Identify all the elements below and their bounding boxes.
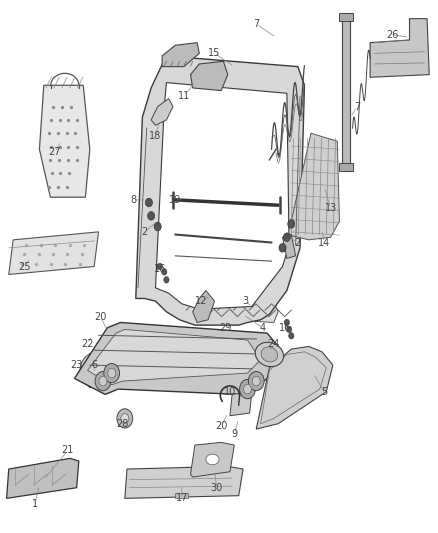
Polygon shape	[9, 232, 99, 274]
Text: 5: 5	[321, 387, 327, 397]
Text: 12: 12	[195, 296, 208, 306]
Circle shape	[80, 353, 108, 387]
Polygon shape	[88, 329, 261, 385]
Circle shape	[145, 198, 152, 207]
Polygon shape	[287, 133, 339, 240]
Ellipse shape	[206, 454, 219, 465]
Text: 17: 17	[176, 494, 188, 503]
Polygon shape	[191, 442, 234, 477]
Text: 6: 6	[91, 360, 97, 370]
Text: 16: 16	[279, 323, 291, 333]
Text: 7: 7	[354, 102, 360, 111]
Text: 7: 7	[253, 19, 259, 29]
Polygon shape	[39, 85, 90, 197]
Circle shape	[117, 409, 133, 428]
Polygon shape	[177, 296, 278, 322]
Polygon shape	[342, 13, 350, 171]
Circle shape	[108, 368, 116, 378]
Polygon shape	[125, 466, 243, 498]
Circle shape	[240, 379, 255, 399]
Text: 30: 30	[211, 483, 223, 492]
Circle shape	[284, 319, 290, 326]
Circle shape	[164, 277, 169, 283]
Circle shape	[121, 414, 129, 423]
Text: 9: 9	[231, 430, 237, 439]
Circle shape	[244, 384, 251, 394]
Polygon shape	[339, 163, 353, 171]
Circle shape	[148, 212, 155, 220]
Text: 11: 11	[178, 91, 190, 101]
Text: 8: 8	[131, 195, 137, 205]
Polygon shape	[339, 13, 353, 21]
Polygon shape	[7, 458, 79, 498]
Polygon shape	[74, 322, 283, 394]
Text: 16: 16	[154, 264, 166, 274]
Ellipse shape	[261, 347, 278, 362]
Text: 20: 20	[215, 422, 227, 431]
Polygon shape	[162, 43, 199, 67]
Circle shape	[162, 269, 167, 275]
Text: 10: 10	[224, 387, 236, 397]
Circle shape	[252, 376, 260, 386]
Text: 27: 27	[49, 147, 61, 157]
Polygon shape	[155, 83, 289, 309]
Text: 21: 21	[62, 446, 74, 455]
Polygon shape	[193, 290, 215, 322]
Polygon shape	[370, 19, 429, 77]
Circle shape	[286, 326, 292, 333]
Text: 15: 15	[208, 49, 221, 58]
Text: 22: 22	[81, 339, 94, 349]
Circle shape	[283, 233, 290, 241]
Ellipse shape	[255, 342, 283, 367]
Polygon shape	[175, 493, 188, 498]
Circle shape	[288, 220, 295, 228]
Text: 28: 28	[117, 419, 129, 429]
Text: 18: 18	[149, 131, 162, 141]
Text: 14: 14	[318, 238, 330, 247]
Circle shape	[104, 364, 120, 383]
Circle shape	[279, 244, 286, 252]
Circle shape	[289, 333, 294, 339]
Text: 2: 2	[295, 238, 301, 247]
Circle shape	[154, 222, 161, 231]
Text: 24: 24	[268, 339, 280, 349]
Polygon shape	[151, 99, 173, 125]
Text: 3: 3	[242, 296, 248, 306]
Polygon shape	[283, 235, 296, 259]
Text: 19: 19	[169, 195, 181, 205]
Polygon shape	[136, 56, 304, 325]
Text: 25: 25	[18, 262, 30, 271]
Text: 26: 26	[386, 30, 398, 39]
Circle shape	[99, 376, 107, 386]
Text: 2: 2	[141, 227, 148, 237]
Polygon shape	[230, 392, 252, 416]
Circle shape	[95, 372, 111, 391]
Text: 20: 20	[95, 312, 107, 322]
Text: 4: 4	[260, 323, 266, 333]
Text: 1: 1	[32, 499, 38, 508]
Circle shape	[157, 263, 162, 270]
Text: 23: 23	[71, 360, 83, 370]
Polygon shape	[191, 61, 228, 91]
Circle shape	[248, 372, 264, 391]
Polygon shape	[256, 346, 333, 429]
Text: 13: 13	[325, 203, 337, 213]
Text: 29: 29	[219, 323, 232, 333]
